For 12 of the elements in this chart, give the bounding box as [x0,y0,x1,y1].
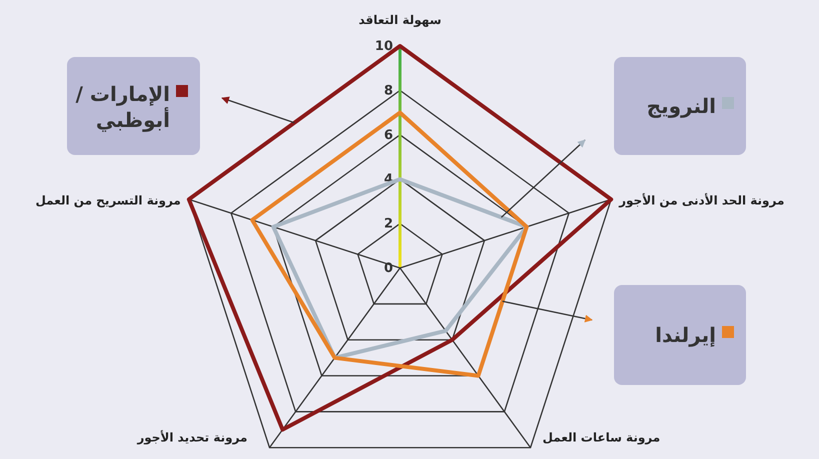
spoke-label: مرونة التسريح من العمل [35,193,181,208]
y-tick-label: 8 [384,83,393,98]
legend-label: الإمارات / أبوظبي [76,82,170,132]
spoke-label: مرونة تحديد الأجور [136,430,248,445]
legend-label: إيرلندا [655,323,716,347]
spoke-label: مرونة ساعات العمل [542,430,660,445]
legend-label: النرويج [646,94,716,118]
y-tick-label: 10 [374,39,393,54]
y-tick-label: 2 [384,216,393,232]
spoke-label: مرونة الحد الأدنى من الأجور [618,192,784,208]
y-tick-label: 6 [384,128,393,143]
spoke-label: سهولة التعاقد [358,13,442,27]
